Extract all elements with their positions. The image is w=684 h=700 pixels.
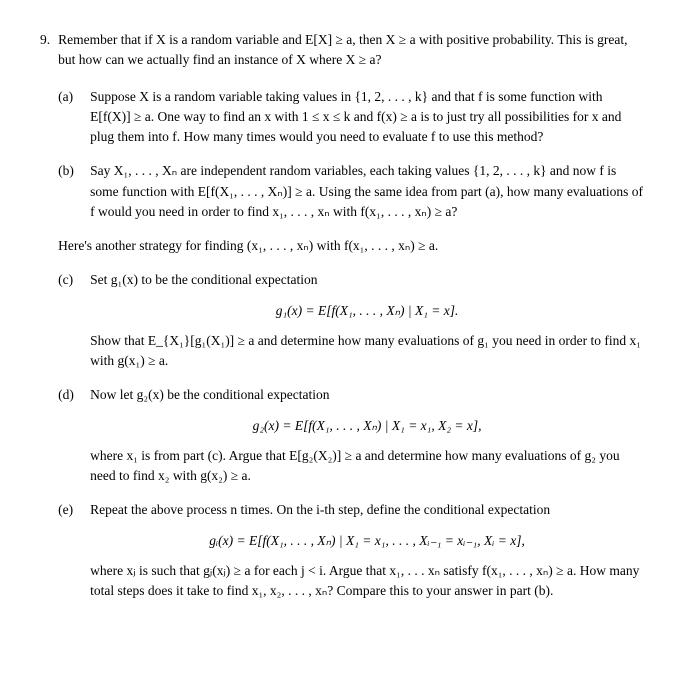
- part-d-eq: g₂(x) = E[f(X₁, . . . , Xₙ) | X₁ = x₁, X…: [90, 416, 644, 436]
- part-d-text1: Now let g₂(x) be the conditional expecta…: [90, 385, 644, 405]
- part-a-label: (a): [58, 87, 82, 148]
- part-e-eq: gᵢ(x) = E[f(X₁, . . . , Xₙ) | X₁ = x₁, .…: [90, 531, 644, 551]
- part-e-label: (e): [58, 500, 82, 601]
- interlude: Here's another strategy for finding (x₁,…: [58, 236, 644, 256]
- part-d-text2: where x₁ is from part (c). Argue that E[…: [90, 446, 644, 487]
- part-e-text2: where xⱼ is such that gⱼ(xⱼ) ≥ a for eac…: [90, 561, 644, 602]
- part-c-text1: Set g₁(x) to be the conditional expectat…: [90, 270, 644, 290]
- problem-body: Remember that if X is a random variable …: [58, 30, 644, 615]
- part-c-label: (c): [58, 270, 82, 371]
- part-a: (a) Suppose X is a random variable takin…: [58, 87, 644, 148]
- part-d-label: (d): [58, 385, 82, 486]
- part-b-label: (b): [58, 161, 82, 222]
- part-c-text2: Show that E_{X₁}[g₁(X₁)] ≥ a and determi…: [90, 331, 644, 372]
- part-e: (e) Repeat the above process n times. On…: [58, 500, 644, 601]
- part-e-body: Repeat the above process n times. On the…: [90, 500, 644, 601]
- part-e-text1: Repeat the above process n times. On the…: [90, 500, 644, 520]
- part-d-body: Now let g₂(x) be the conditional expecta…: [90, 385, 644, 486]
- intro-line-1: Remember that if X is a random variable …: [58, 32, 554, 47]
- part-a-text: Suppose X is a random variable taking va…: [90, 87, 644, 148]
- problem-intro: Remember that if X is a random variable …: [58, 30, 644, 71]
- part-d: (d) Now let g₂(x) be the conditional exp…: [58, 385, 644, 486]
- problem-number: 9.: [40, 30, 50, 615]
- part-c-body: Set g₁(x) to be the conditional expectat…: [90, 270, 644, 371]
- part-b-text: Say X₁, . . . , Xₙ are independent rando…: [90, 161, 644, 222]
- part-b: (b) Say X₁, . . . , Xₙ are independent r…: [58, 161, 644, 222]
- problem-9: 9. Remember that if X is a random variab…: [40, 30, 644, 615]
- part-c-eq: g₁(x) = E[f(X₁, . . . , Xₙ) | X₁ = x].: [90, 301, 644, 321]
- part-c: (c) Set g₁(x) to be the conditional expe…: [58, 270, 644, 371]
